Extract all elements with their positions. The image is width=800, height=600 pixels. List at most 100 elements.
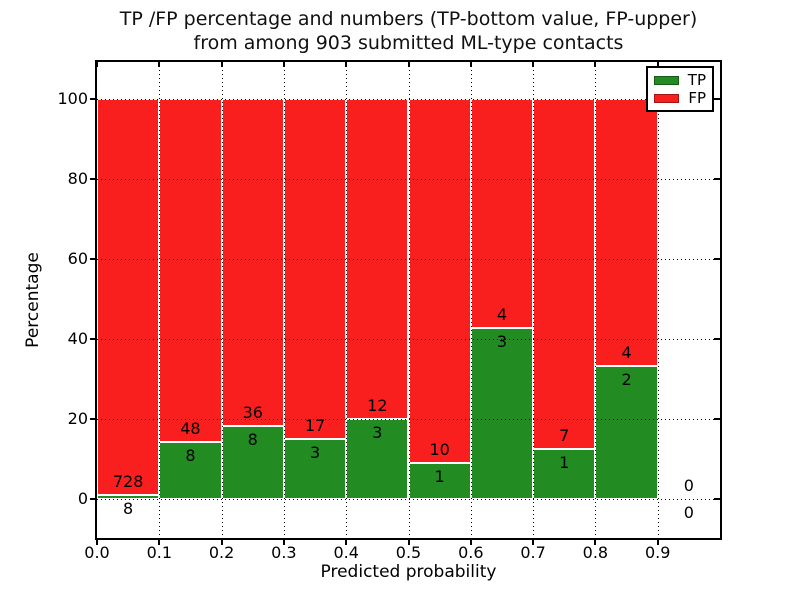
tp-count-label: 0 <box>683 503 694 522</box>
bar-fp-segment <box>595 99 658 366</box>
x-tick-mark-top <box>469 62 472 67</box>
x-tick-label: 0.5 <box>395 543 422 562</box>
horizontal-gridline <box>97 499 720 500</box>
y-tick-mark <box>90 258 97 260</box>
legend-item-fp: FP <box>654 90 706 106</box>
bar-tp-segment <box>533 449 596 499</box>
bar-tp-segment <box>283 439 347 499</box>
x-tick-label: 0.3 <box>271 543 297 562</box>
chart-title: TP /FP percentage and numbers (TP-bottom… <box>17 7 800 55</box>
x-tick-label: 0.2 <box>208 543 235 562</box>
y-tick-label: 0 <box>77 489 88 508</box>
tp-count-label: 8 <box>185 445 196 465</box>
legend-label-tp: TP <box>687 70 706 89</box>
bar-fp-segment <box>283 99 347 439</box>
y-tick-mark-right <box>714 258 720 260</box>
x-tick-mark <box>594 538 597 545</box>
x-tick-mark <box>158 538 161 545</box>
x-tick-label: 0.6 <box>458 543 484 562</box>
y-tick-mark-right <box>714 418 720 420</box>
y-tick-mark <box>90 338 97 340</box>
bar-fp-segment <box>533 99 596 449</box>
tp-count-label: 8 <box>123 498 134 518</box>
fp-count-label: 4 <box>496 304 508 324</box>
horizontal-gridline <box>97 179 720 180</box>
x-tick-mark <box>345 538 348 545</box>
chart-title-line2: from among 903 submitted ML-type contact… <box>193 32 624 54</box>
bar-tp-segment <box>595 365 658 499</box>
fp-count-label: 12 <box>367 396 388 415</box>
bar-fp-segment <box>159 99 222 442</box>
bar-tp-segment <box>408 462 471 499</box>
x-tick-mark-top <box>158 62 161 67</box>
x-tick-label: 0.1 <box>146 543 173 562</box>
fp-count-label: 17 <box>304 416 326 435</box>
x-tick-label: 0.8 <box>582 543 609 562</box>
legend: TP FP <box>646 66 714 112</box>
tp-count-label: 2 <box>621 369 632 389</box>
x-tick-mark <box>407 538 410 545</box>
horizontal-gridline <box>97 339 720 340</box>
x-tick-label: 0.9 <box>644 543 671 562</box>
y-tick-label: 80 <box>67 169 88 188</box>
fp-swatch-icon <box>654 93 680 103</box>
fp-count-label: 48 <box>180 418 201 438</box>
x-tick-mark <box>282 538 285 545</box>
x-tick-mark-top <box>407 62 410 67</box>
y-tick-mark-right <box>714 498 720 500</box>
x-tick-label: 0.0 <box>84 543 110 562</box>
y-tick-mark <box>90 178 97 180</box>
horizontal-gridline <box>97 419 720 420</box>
bar-fp-segment <box>408 99 471 463</box>
tp-count-label: 3 <box>372 423 383 442</box>
vertical-gridline <box>470 62 472 538</box>
tp-count-label: 3 <box>309 443 321 462</box>
vertical-gridline <box>283 62 285 538</box>
x-tick-mark <box>469 538 472 545</box>
bar-fp-segment <box>470 99 534 328</box>
x-tick-mark <box>220 538 223 545</box>
fp-count-label: 10 <box>429 439 450 459</box>
x-axis-label: Predicted probability <box>320 562 497 582</box>
x-tick-mark-top <box>656 62 659 67</box>
tp-count-label: 1 <box>434 466 445 486</box>
y-tick-label: 40 <box>67 329 88 348</box>
y-tick-label: 100 <box>57 89 88 108</box>
tp-count-label: 3 <box>496 331 508 351</box>
vertical-gridline <box>533 62 535 538</box>
x-tick-mark <box>532 538 535 545</box>
bar-tp-segment <box>97 494 160 499</box>
tp-swatch-icon <box>654 75 679 85</box>
bar-tp-segment <box>470 327 534 499</box>
fp-count-label: 0 <box>683 476 694 495</box>
y-tick-mark-right <box>714 178 720 180</box>
fp-count-label: 728 <box>112 471 144 491</box>
x-tick-mark-top <box>282 62 285 67</box>
bar-fp-segment <box>97 99 160 495</box>
y-tick-mark-right <box>714 98 720 100</box>
vertical-gridline <box>595 62 597 538</box>
tp-count-label: 8 <box>247 430 258 450</box>
vertical-gridline <box>221 62 223 538</box>
y-tick-mark <box>90 498 97 500</box>
x-tick-mark-top <box>345 62 348 67</box>
fp-count-label: 4 <box>621 342 632 362</box>
vertical-gridline <box>408 62 410 538</box>
vertical-gridline <box>159 62 161 538</box>
x-tick-mark-top <box>220 62 223 67</box>
y-tick-mark <box>90 98 97 100</box>
bar-fp-segment <box>221 99 284 427</box>
x-tick-mark-top <box>594 62 597 67</box>
x-tick-mark <box>656 538 659 545</box>
tp-count-label: 1 <box>559 453 570 472</box>
y-tick-mark <box>90 418 97 420</box>
horizontal-gridline <box>97 259 720 260</box>
x-tick-mark-top <box>532 62 535 67</box>
legend-item-tp: TP <box>654 70 706 89</box>
x-tick-label: 0.7 <box>520 543 546 562</box>
y-tick-label: 60 <box>67 249 88 268</box>
x-tick-mark <box>96 538 98 545</box>
bar-tp-segment <box>159 441 222 499</box>
fp-count-label: 7 <box>559 426 570 445</box>
